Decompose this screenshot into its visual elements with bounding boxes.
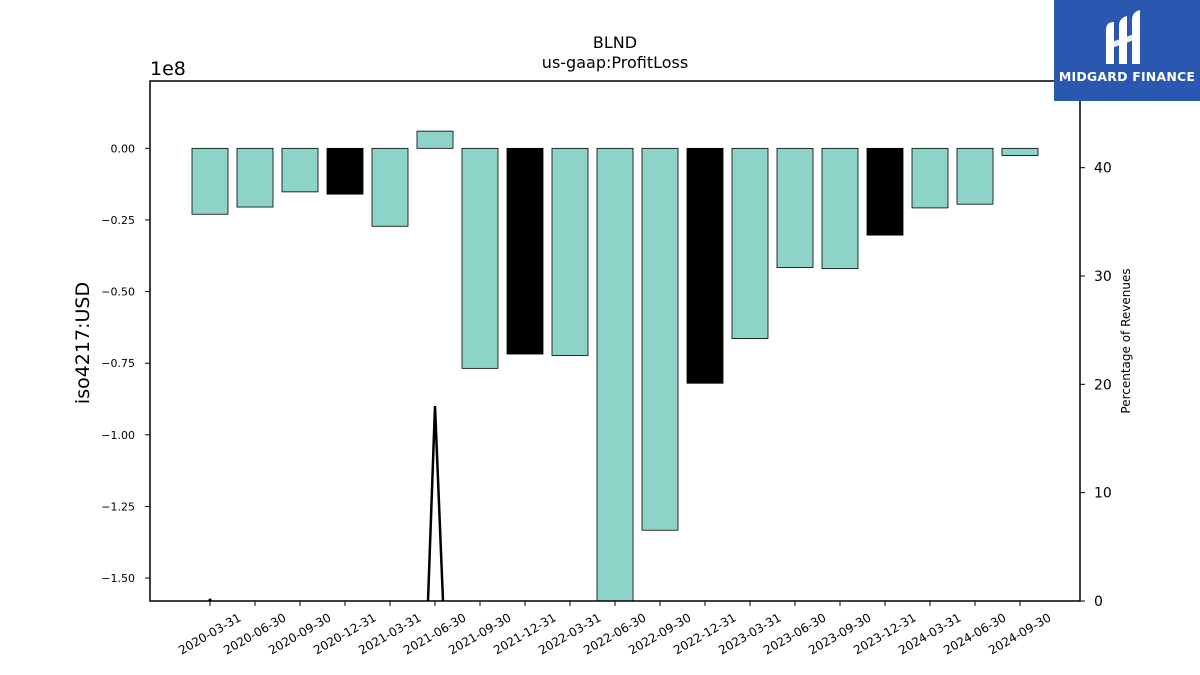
y-tick-label: −1.00 xyxy=(101,429,135,442)
y2-tick-label: 10 xyxy=(1094,486,1112,502)
midgard-finance-logo: MIDGARD FINANCE xyxy=(1054,0,1200,101)
bar-2021-03-31 xyxy=(371,147,409,227)
y-tick-label: −1.25 xyxy=(101,500,135,513)
bar-2022-12-31 xyxy=(686,147,724,384)
y2-tick-label: 30 xyxy=(1094,269,1112,285)
bar-2022-09-30 xyxy=(641,147,679,531)
y-tick-label: −0.50 xyxy=(101,286,135,299)
logo-text: MIDGARD FINANCE xyxy=(1058,69,1196,84)
chart-title: BLND xyxy=(593,33,637,52)
y-tick-label: 0.00 xyxy=(111,142,136,155)
bar-2024-06-30 xyxy=(956,147,994,205)
logo-mark-icon xyxy=(1106,10,1140,64)
bar-2020-03-31 xyxy=(191,147,229,215)
bar-2023-03-31 xyxy=(731,147,769,339)
bar-2021-09-30 xyxy=(461,147,499,369)
bar-2023-09-30 xyxy=(821,147,859,270)
y2-tick-label: 40 xyxy=(1094,161,1112,177)
percentage-of-revenues-line xyxy=(426,405,445,602)
bar-2023-12-31 xyxy=(866,147,904,236)
y-tick-label: −0.75 xyxy=(101,357,135,370)
bar-2021-06-30 xyxy=(416,130,454,149)
bars-group xyxy=(191,130,1039,601)
bar-2023-06-30 xyxy=(776,147,814,268)
bar-2020-09-30 xyxy=(281,147,319,193)
percentage-line-group xyxy=(208,405,445,602)
y-axis-label: iso4217:USD xyxy=(72,282,94,404)
y2-axis-label: Percentage of Revenues xyxy=(1119,268,1133,413)
y2-tick-label: 20 xyxy=(1094,377,1112,393)
chart-subtitle: us-gaap:ProfitLoss xyxy=(542,53,688,72)
bar-2021-12-31 xyxy=(506,147,544,355)
bar-2022-06-30 xyxy=(596,147,634,601)
y-tick-label: −0.25 xyxy=(101,214,135,227)
bar-2020-12-31 xyxy=(326,147,364,195)
y-tick-label: −1.50 xyxy=(101,572,135,585)
bar-2020-06-30 xyxy=(236,147,274,208)
bar-2024-09-30 xyxy=(1001,147,1039,156)
y-scale-label: 1e8 xyxy=(150,58,186,80)
y2-tick-label: 0 xyxy=(1094,594,1103,610)
bar-2022-03-31 xyxy=(551,147,589,356)
bar-2024-03-31 xyxy=(911,147,949,209)
